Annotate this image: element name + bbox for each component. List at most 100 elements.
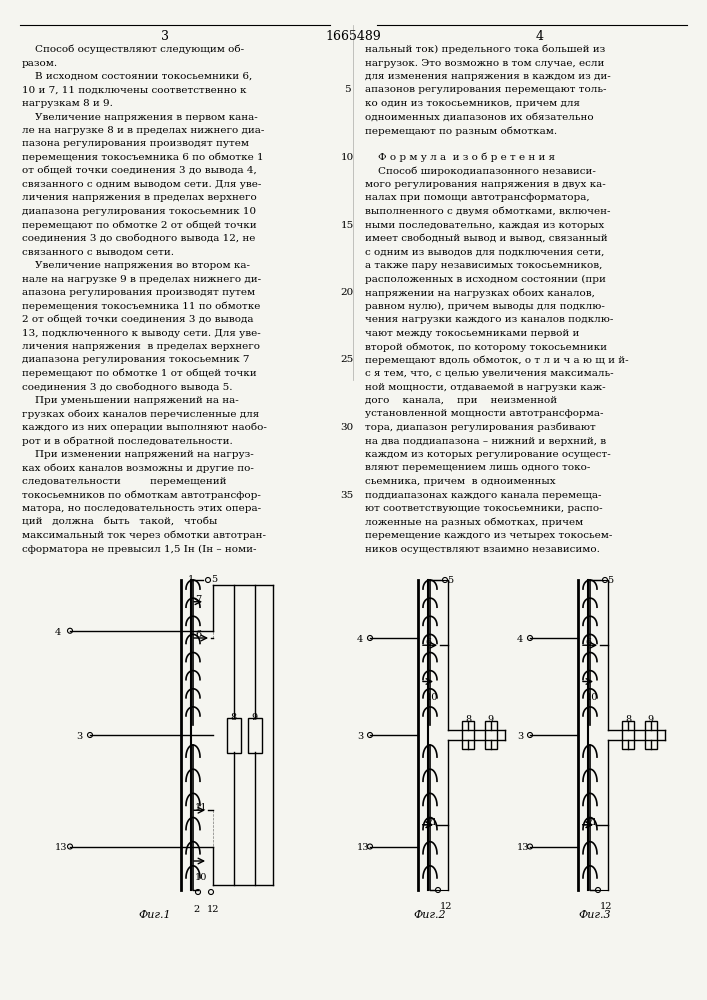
- Text: поддиапазонах каждого канала перемеща-: поддиапазонах каждого канала перемеща-: [365, 490, 602, 499]
- Text: 8: 8: [625, 715, 631, 724]
- Text: 10: 10: [195, 873, 207, 882]
- Text: Способ осуществляют следующим об-: Способ осуществляют следующим об-: [22, 45, 244, 54]
- Text: рот и в обратной последовательности.: рот и в обратной последовательности.: [22, 436, 233, 446]
- Text: с я тем, что, с целью увеличения максималь-: с я тем, что, с целью увеличения максима…: [365, 369, 614, 378]
- Text: следовательности         перемещений: следовательности перемещений: [22, 477, 226, 486]
- Text: Фиг.1: Фиг.1: [139, 910, 171, 920]
- Text: вляют перемещением лишь одного токо-: вляют перемещением лишь одного токо-: [365, 464, 590, 473]
- Text: чения нагрузки каждого из каналов подклю-: чения нагрузки каждого из каналов подклю…: [365, 315, 614, 324]
- Text: 10: 10: [340, 153, 354, 162]
- Text: 9: 9: [251, 713, 257, 722]
- Text: Фиг.3: Фиг.3: [579, 910, 612, 920]
- Text: апазона регулирования производят путем: апазона регулирования производят путем: [22, 288, 255, 297]
- Text: с одним из выводов для подключения сети,: с одним из выводов для подключения сети,: [365, 247, 604, 256]
- Text: 15: 15: [340, 221, 354, 230]
- Text: 13: 13: [357, 844, 370, 852]
- Text: 13: 13: [517, 844, 530, 852]
- Text: диапазона регулирования токосьемник 10: диапазона регулирования токосьемник 10: [22, 207, 256, 216]
- Text: сформатора не превысил 1,5 Iн (Iн – номи-: сформатора не превысил 1,5 Iн (Iн – номи…: [22, 544, 257, 554]
- Text: нале на нагрузке 9 в пределах нижнего ди-: нале на нагрузке 9 в пределах нижнего ди…: [22, 274, 261, 284]
- Text: соединения 3 до свободного вывода 5.: соединения 3 до свободного вывода 5.: [22, 382, 233, 391]
- Text: имеет свободный вывод и вывод, связанный: имеет свободный вывод и вывод, связанный: [365, 234, 607, 243]
- Text: на два поддиапазона – нижний и верхний, в: на два поддиапазона – нижний и верхний, …: [365, 436, 606, 446]
- Text: 8: 8: [230, 713, 236, 722]
- Text: нагрузкам 8 и 9.: нагрузкам 8 и 9.: [22, 99, 113, 108]
- Text: 7: 7: [426, 818, 432, 827]
- Text: Способ широкодиапазонного независи-: Способ широкодиапазонного независи-: [365, 166, 596, 176]
- Text: ников осуществляют взаимно независимо.: ников осуществляют взаимно независимо.: [365, 544, 600, 554]
- Text: апазонов регулирования перемещают толь-: апазонов регулирования перемещают толь-: [365, 86, 607, 95]
- Text: перемещают по обмотке 1 от общей точки: перемещают по обмотке 1 от общей точки: [22, 369, 257, 378]
- Text: 3: 3: [357, 732, 363, 741]
- Text: перемещение каждого из четырех токосьем-: перемещение каждого из четырех токосьем-: [365, 531, 612, 540]
- Text: перемещения токосъемника 11 по обмотке: перемещения токосъемника 11 по обмотке: [22, 302, 260, 311]
- Text: диапазона регулирования токосьемник 7: диапазона регулирования токосьемник 7: [22, 356, 250, 364]
- Text: ций   должна   быть   такой,   чтобы: ций должна быть такой, чтобы: [22, 518, 217, 526]
- Text: 10: 10: [426, 694, 438, 702]
- Text: налах при помощи автотрансформатора,: налах при помощи автотрансформатора,: [365, 194, 590, 202]
- Text: Увеличение напряжения во втором ка-: Увеличение напряжения во втором ка-: [22, 261, 250, 270]
- Text: 10 и 7, 11 подключены соответственно к: 10 и 7, 11 подключены соответственно к: [22, 86, 247, 95]
- Text: Ф о р м у л а  и з о б р е т е н и я: Ф о р м у л а и з о б р е т е н и я: [365, 153, 555, 162]
- Text: 7: 7: [586, 818, 592, 827]
- Text: 4: 4: [55, 628, 62, 637]
- Text: 11: 11: [426, 818, 438, 827]
- Text: 13: 13: [55, 844, 67, 852]
- Text: напряжении на нагрузках обоих каналов,: напряжении на нагрузках обоих каналов,: [365, 288, 595, 298]
- Text: ле на нагрузке 8 и в пределах нижнего диа-: ле на нагрузке 8 и в пределах нижнего ди…: [22, 126, 264, 135]
- Text: 30: 30: [340, 423, 354, 432]
- Text: перемещают по разным обмоткам.: перемещают по разным обмоткам.: [365, 126, 557, 135]
- Text: пазона регулирования производят путем: пазона регулирования производят путем: [22, 139, 249, 148]
- Text: ко один из токосьемников, причем для: ко один из токосьемников, причем для: [365, 99, 580, 108]
- Text: 25: 25: [340, 356, 354, 364]
- Text: 11: 11: [586, 818, 599, 827]
- Text: 3: 3: [517, 732, 523, 741]
- Text: 9: 9: [488, 715, 494, 724]
- Text: перемещают вдоль обмоток, о т л и ч а ю щ и й-: перемещают вдоль обмоток, о т л и ч а ю …: [365, 356, 629, 365]
- Bar: [248, 718, 262, 752]
- Text: связанного с одним выводом сети. Для уве-: связанного с одним выводом сети. Для уве…: [22, 180, 262, 189]
- Text: Фиг.2: Фиг.2: [414, 910, 446, 920]
- Text: равном нулю), причем выводы для подклю-: равном нулю), причем выводы для подклю-: [365, 302, 605, 311]
- Text: дого    канала,    при    неизменной: дого канала, при неизменной: [365, 396, 557, 405]
- Text: В исходном состоянии токосьемники 6,: В исходном состоянии токосьемники 6,: [22, 72, 252, 81]
- Text: 1665489: 1665489: [325, 30, 381, 43]
- Text: тора, диапазон регулирования разбивают: тора, диапазон регулирования разбивают: [365, 423, 596, 432]
- Text: для изменения напряжения в каждом из ди-: для изменения напряжения в каждом из ди-: [365, 72, 611, 81]
- Text: чают между токосьемниками первой и: чают между токосьемниками первой и: [365, 328, 579, 338]
- Text: 12: 12: [440, 902, 452, 911]
- Text: нальный ток) предельного тока большей из: нальный ток) предельного тока большей из: [365, 45, 605, 54]
- Text: ют соответствующие токосьемники, распо-: ют соответствующие токосьемники, распо-: [365, 504, 602, 513]
- Text: каждого из них операции выполняют наобо-: каждого из них операции выполняют наобо-: [22, 423, 267, 432]
- Text: максимальный ток через обмотки автотран-: максимальный ток через обмотки автотран-: [22, 531, 266, 540]
- Text: 35: 35: [340, 490, 354, 499]
- Text: 3: 3: [161, 30, 169, 43]
- Text: 9: 9: [648, 715, 654, 724]
- Text: 2: 2: [193, 905, 199, 914]
- Bar: [227, 718, 241, 752]
- Text: матора, но последовательность этих опера-: матора, но последовательность этих опера…: [22, 504, 261, 513]
- Text: ложенные на разных обмотках, причем: ложенные на разных обмотках, причем: [365, 518, 583, 527]
- Text: второй обмоток, по которому токосьемники: второй обмоток, по которому токосьемники: [365, 342, 607, 352]
- Text: от общей точки соединения 3 до вывода 4,: от общей точки соединения 3 до вывода 4,: [22, 166, 257, 176]
- Text: перемещают по обмотке 2 от общей точки: перемещают по обмотке 2 от общей точки: [22, 221, 257, 230]
- Text: 2 от общей точки соединения 3 до вывода: 2 от общей точки соединения 3 до вывода: [22, 315, 254, 324]
- Text: 5: 5: [344, 86, 350, 95]
- Text: личения напряжения в пределах верхнего: личения напряжения в пределах верхнего: [22, 194, 257, 202]
- Text: 12: 12: [207, 905, 219, 914]
- Text: 4: 4: [517, 635, 523, 644]
- Text: одноименных диапазонов их обязательно: одноименных диапазонов их обязательно: [365, 112, 594, 121]
- Text: 13, подключенного к выводу сети. Для уве-: 13, подключенного к выводу сети. Для уве…: [22, 328, 261, 338]
- Text: нагрузок. Это возможно в том случае, если: нагрузок. Это возможно в том случае, есл…: [365, 58, 604, 68]
- Text: 4: 4: [536, 30, 544, 43]
- Text: мого регулирования напряжения в двух ка-: мого регулирования напряжения в двух ка-: [365, 180, 606, 189]
- Text: 7: 7: [195, 595, 201, 604]
- Text: ках обоих каналов возможны и другие по-: ках обоих каналов возможны и другие по-: [22, 464, 254, 473]
- Text: выполненного с двумя обмотками, включен-: выполненного с двумя обмотками, включен-: [365, 207, 611, 217]
- Text: соединения 3 до свободного вывода 12, не: соединения 3 до свободного вывода 12, не: [22, 234, 255, 243]
- Text: 10: 10: [586, 694, 598, 702]
- Text: Увеличение напряжения в первом кана-: Увеличение напряжения в первом кана-: [22, 112, 258, 121]
- Text: токосьемников по обмоткам автотрансфор-: токосьемников по обмоткам автотрансфор-: [22, 490, 261, 500]
- Text: 4: 4: [357, 635, 363, 644]
- Text: установленной мощности автотрансформа-: установленной мощности автотрансформа-: [365, 410, 604, 418]
